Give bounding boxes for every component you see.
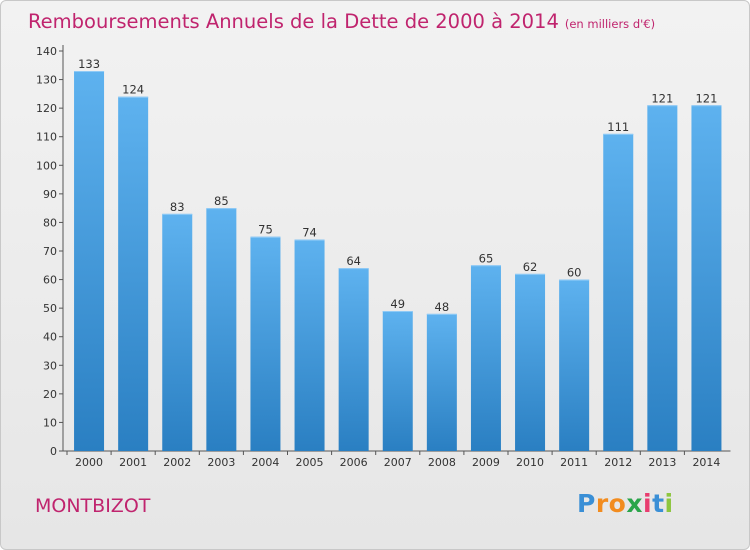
commune-name: MONTBIZOT xyxy=(35,495,151,517)
x-tick-label: 2006 xyxy=(340,456,368,469)
x-tick-label: 2011 xyxy=(560,456,588,469)
x-tick-label: 2004 xyxy=(251,456,279,469)
logo-letter: i xyxy=(643,489,653,518)
bar xyxy=(691,105,722,452)
bar-value-label: 62 xyxy=(523,260,538,274)
proxiti-logo: Proxiti xyxy=(577,489,674,518)
bar-value-label: 133 xyxy=(78,57,100,71)
y-tick-label: 90 xyxy=(43,188,57,201)
bars: 133 124 83 85 75 74 64 49 48 65 62 60 111 121 121 xyxy=(74,57,722,452)
bar xyxy=(118,96,149,451)
x-tick-label: 2000 xyxy=(75,456,103,469)
y-tick-label: 100 xyxy=(36,159,57,172)
bar xyxy=(382,311,413,451)
bar xyxy=(250,236,281,451)
logo-letter: o xyxy=(608,489,627,518)
x-tick-label: 2013 xyxy=(648,456,676,469)
bar xyxy=(206,208,237,451)
bar xyxy=(515,273,546,451)
bar xyxy=(426,313,457,451)
x-tick-label: 2002 xyxy=(163,456,191,469)
bar-value-label: 64 xyxy=(346,254,361,268)
y-tick-label: 140 xyxy=(36,45,57,58)
bar xyxy=(603,133,634,451)
bar xyxy=(559,279,590,451)
bar-value-label: 85 xyxy=(214,194,229,208)
x-tick-label: 2010 xyxy=(516,456,544,469)
x-tick-label: 2014 xyxy=(692,456,720,469)
bar xyxy=(470,265,501,451)
bar-value-label: 49 xyxy=(390,297,405,311)
x-tick-label: 2001 xyxy=(119,456,147,469)
x-tick-label: 2012 xyxy=(604,456,632,469)
logo-letter: t xyxy=(652,489,665,518)
y-tick-label: 40 xyxy=(43,331,57,344)
x-tick-label: 2009 xyxy=(472,456,500,469)
bar-value-label: 60 xyxy=(567,266,582,280)
chart-title: Remboursements Annuels de la Dette de 20… xyxy=(28,10,655,33)
y-tick-label: 130 xyxy=(36,74,57,87)
bar-value-label: 121 xyxy=(651,91,673,105)
y-tick-label: 80 xyxy=(43,216,57,229)
bar xyxy=(338,268,369,451)
y-tick-label: 70 xyxy=(43,245,57,258)
y-tick-label: 30 xyxy=(43,359,57,372)
y-tick-label: 0 xyxy=(50,445,57,458)
bar xyxy=(162,213,193,451)
logo-letter: x xyxy=(626,489,643,518)
x-tick-label: 2008 xyxy=(428,456,456,469)
bar xyxy=(294,239,325,451)
bar xyxy=(647,105,678,452)
logo-letter: P xyxy=(577,489,596,518)
y-tick-label: 60 xyxy=(43,274,57,287)
logo-letter: r xyxy=(595,489,609,518)
x-tick-label: 2007 xyxy=(384,456,412,469)
bar-value-label: 75 xyxy=(258,223,273,237)
y-tick-label: 50 xyxy=(43,302,57,315)
title-text: Remboursements Annuels de la Dette de 20… xyxy=(28,10,559,33)
bar-value-label: 124 xyxy=(122,83,144,97)
y-tick-label: 10 xyxy=(43,416,57,429)
y-tick-label: 120 xyxy=(36,102,57,115)
y-tick-label: 20 xyxy=(43,388,57,401)
logo-letter: i xyxy=(664,489,674,518)
bar-value-label: 48 xyxy=(435,300,450,314)
y-tick-label: 110 xyxy=(36,131,57,144)
bar-value-label: 65 xyxy=(479,251,494,265)
bar-value-label: 121 xyxy=(695,91,717,105)
bar-value-label: 83 xyxy=(170,200,185,214)
x-tick-label: 2003 xyxy=(207,456,235,469)
x-tick-label: 2005 xyxy=(296,456,324,469)
bar-value-label: 74 xyxy=(302,226,317,240)
chart-subtitle: (en milliers d'€) xyxy=(564,17,656,31)
bar xyxy=(74,71,105,451)
bar-value-label: 111 xyxy=(607,120,629,134)
